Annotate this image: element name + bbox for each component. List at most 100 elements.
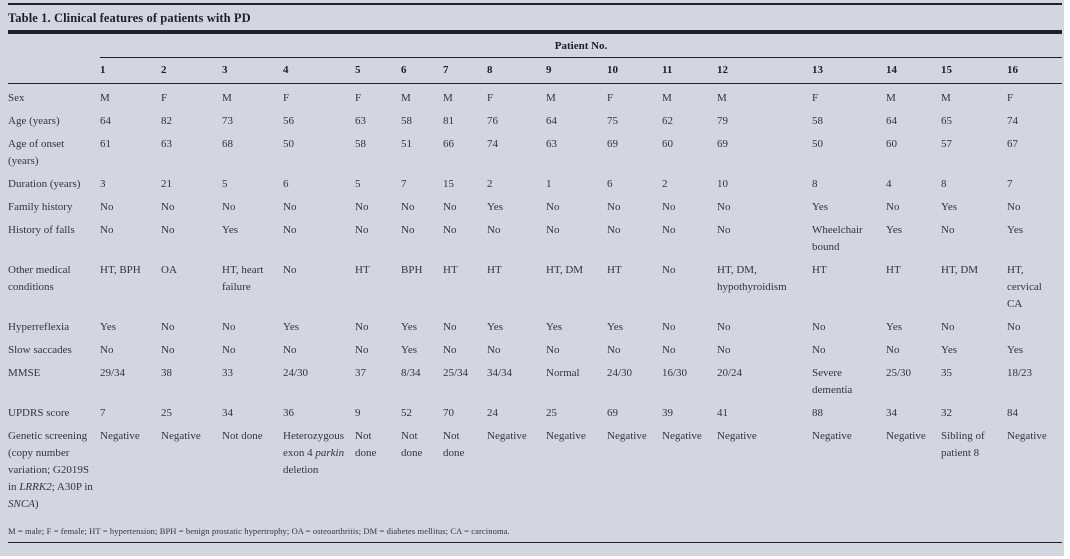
data-cell: No [607,224,621,236]
data-cell: 24/30 [283,367,309,379]
data-cell: No [222,201,236,213]
data-cell: 7 [100,407,106,419]
data-cell: No [283,201,297,213]
table-row: Duration (years) 3 21 5 6 5 7 15 2 1 6 2 10 8 4 8 7 [8,173,1062,196]
data-cell: No [1007,201,1021,213]
data-cell: Yes [487,321,504,333]
data-cell: HT, DM [546,264,584,276]
data-cell: HT [487,264,502,276]
data-cell: No [662,344,676,356]
data-cell: 60 [886,138,897,150]
data-cell: Yes [100,321,117,333]
data-cell: Yes [607,321,624,333]
data-cell: 50 [283,138,294,150]
data-cell: Yes [1007,224,1024,236]
data-cell: 56 [283,115,294,127]
data-cell: 57 [941,138,952,150]
row-label-header-cell [8,57,100,84]
data-cell: No [546,224,560,236]
data-cell: No [546,201,560,213]
data-cell: No [355,224,369,236]
data-cell: 51 [401,138,412,150]
table-row: Other medical conditions HT, BPH OA HT, hea… [8,259,1062,316]
data-cell: 88 [812,407,823,419]
row-label: History of falls [8,224,75,236]
patient-number-cell: 9 [546,57,607,84]
table-row: Age of onset (years) 61 63 68 50 58 51 66 74 63 69… [8,133,1062,173]
data-cell: BPH [401,264,423,276]
data-cell: Negative [662,430,702,442]
data-cell: HT, DM, hypothyroidism [717,264,787,293]
table-row: Age (years) 64 82 73 56 63 58 81 76 64 75 62 79 58 64 6… [8,110,1062,133]
patient-number-cell: 11 [662,57,717,84]
data-cell: 9 [355,407,361,419]
bottom-rule [8,542,1062,543]
data-cell: HT [812,264,827,276]
data-cell: No [401,201,415,213]
data-cell: Not done [222,430,263,442]
data-cell: No [812,321,826,333]
data-cell: No [546,344,560,356]
patient-number-cell: 1 [100,57,161,84]
data-cell: No [100,344,114,356]
table-header: Patient No. 1 2 3 4 5 6 7 8 9 10 11 12 13 14 15 16 [8,32,1063,84]
patient-number-cell: 2 [161,57,222,84]
data-cell: M [886,92,896,104]
data-cell: 25/34 [443,367,469,379]
data-cell: No [1007,321,1021,333]
data-cell: Heterozygous exon 4 parkin deletion [283,430,345,476]
data-cell: Yes [401,344,418,356]
data-cell: 21 [161,178,172,190]
data-cell: No [283,344,297,356]
clinical-features-table: Patient No. 1 2 3 4 5 6 7 8 9 10 11 12 13 14 15 16 Sex M… [8,32,1063,516]
data-cell: No [161,321,175,333]
table-row: UPDRS score 7 25 34 36 9 52 70 24 25 69 39 41 88 34 32 8… [8,402,1062,425]
data-cell: 1 [546,178,552,190]
patient-number-cell: 12 [717,57,812,84]
data-cell: 75 [607,115,618,127]
row-label: MMSE [8,367,41,379]
table-row: History of falls No No Yes No No No No No No No No N… [8,219,1062,259]
patient-number-cell: 10 [607,57,662,84]
data-cell: No [161,201,175,213]
data-cell: 38 [161,367,172,379]
patient-number-cell: 8 [487,57,546,84]
data-cell: Negative [717,430,757,442]
data-cell: F [283,92,290,104]
data-cell: No [941,321,955,333]
table-title: Table 1. Clinical features of patients w… [8,11,251,25]
data-cell: 64 [546,115,557,127]
data-cell: 36 [283,407,294,419]
row-label: Sex [8,92,25,104]
data-cell: Yes [283,321,300,333]
data-cell: 2 [662,178,668,190]
data-cell: Severe dementia [812,367,853,396]
data-cell: Not done [443,430,465,459]
data-cell: 34 [886,407,897,419]
data-cell: 79 [717,115,728,127]
data-cell: 81 [443,115,454,127]
data-cell: No [662,224,676,236]
data-cell: No [443,321,457,333]
data-cell: 34/34 [487,367,513,379]
data-cell: 6 [607,178,613,190]
header-corner-cell [8,32,100,58]
data-cell: HT, heart failure [222,264,264,293]
data-cell: No [355,201,369,213]
data-cell: 84 [1007,407,1018,419]
data-cell: 63 [355,115,366,127]
data-cell: 25 [546,407,557,419]
data-cell: 8 [941,178,947,190]
data-cell: Yes [222,224,239,236]
data-cell: 60 [662,138,673,150]
data-cell: 24 [487,407,498,419]
data-cell: 73 [222,115,233,127]
data-cell: HT [355,264,370,276]
data-cell: 82 [161,115,172,127]
data-cell: No [812,344,826,356]
data-cell: No [717,224,731,236]
data-cell: M [662,92,672,104]
data-cell: No [717,201,731,213]
data-cell: No [662,201,676,213]
row-label: Family history [8,201,73,213]
